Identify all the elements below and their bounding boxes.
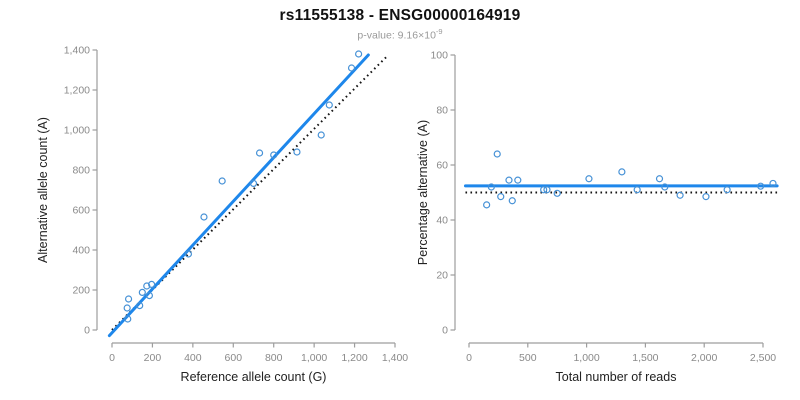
scatter-point xyxy=(136,302,144,310)
scatter-point xyxy=(769,179,777,188)
x-tick-label: 1,500 xyxy=(632,352,658,364)
scatter-point xyxy=(124,315,132,323)
scatter-point xyxy=(123,304,131,312)
y-tick-label: 60 xyxy=(436,160,448,172)
pvalue-exponent: -9 xyxy=(435,27,443,36)
x-tick-label: 1,000 xyxy=(573,352,599,364)
scatter-point xyxy=(540,186,548,194)
y-tick-label: 200 xyxy=(72,285,90,297)
scatter-point xyxy=(585,175,593,183)
scatter-point xyxy=(317,131,325,139)
scatter-point xyxy=(143,282,151,290)
scatter-point xyxy=(497,193,505,201)
scatter-point xyxy=(347,64,356,72)
y-tick-label: 0 xyxy=(84,325,90,337)
scatter-point xyxy=(138,288,146,296)
x-tick-label: 0 xyxy=(109,352,115,364)
scatter-point xyxy=(514,176,522,184)
y-tick-label: 0 xyxy=(442,325,448,337)
x-tick-label: 1,400 xyxy=(382,352,408,364)
scatter-point xyxy=(255,149,264,157)
x-tick-label: 600 xyxy=(225,352,243,364)
scatter-point xyxy=(184,250,193,258)
x-tick-label: 500 xyxy=(519,352,537,364)
right-scatter-plot: 0 20 40 60 80 100 0 500 1,000 1,500 2,000 2,500 Tota… xyxy=(416,50,779,384)
scatter-point xyxy=(145,292,153,300)
scatter-point xyxy=(757,182,765,190)
scatter-point xyxy=(655,175,664,183)
y-tick-label: 80 xyxy=(436,105,448,117)
scatter-point xyxy=(124,295,133,303)
scatter-point xyxy=(723,186,731,194)
scatter-point xyxy=(355,50,363,58)
figure-subtitle: p-value: 9.16×10-9 xyxy=(0,27,800,42)
scatter-point xyxy=(293,148,301,156)
x-tick-label: 1,200 xyxy=(341,352,367,364)
x-tick-label: 1,000 xyxy=(301,352,327,364)
pvalue-text: p-value: 9.16×10 xyxy=(357,29,436,42)
scatter-point xyxy=(633,186,641,194)
y-tick-label: 1,200 xyxy=(64,85,90,97)
scatter-point xyxy=(270,151,278,159)
scatter-point xyxy=(661,183,669,191)
x-tick-label: 2,000 xyxy=(691,352,717,364)
figure-title: rs11555138 - ENSG00000164919 xyxy=(279,7,521,24)
x-tick-label: 400 xyxy=(184,352,202,364)
x-tick-label: 2,500 xyxy=(750,352,776,364)
y-tick-label: 600 xyxy=(72,205,90,217)
left-scatter-plot: 0 200 400 600 800 1,000 1,200 1,400 0 200 400 600 80… xyxy=(36,45,408,384)
scatter-point xyxy=(325,101,333,109)
y-tick-label: 100 xyxy=(430,50,448,62)
scatter-point xyxy=(553,189,561,197)
x-tick-label: 0 xyxy=(466,352,472,364)
scatter-point xyxy=(505,176,513,184)
scatter-point xyxy=(200,213,208,221)
scatter-point xyxy=(483,201,491,209)
x-tick-label: 800 xyxy=(265,352,283,364)
scatter-point xyxy=(702,193,710,201)
scatter-point xyxy=(543,186,551,194)
y-tick-label: 1,000 xyxy=(64,125,90,137)
scatter-point xyxy=(676,191,684,199)
scatter-point xyxy=(618,168,626,176)
regression-line xyxy=(107,53,370,338)
y-axis-title: Alternative allele count (A) xyxy=(36,117,50,263)
x-tick-label: 200 xyxy=(144,352,162,364)
x-axis-title: Reference allele count (G) xyxy=(181,370,327,384)
scatter-point xyxy=(218,177,226,185)
y-tick-label: 40 xyxy=(436,215,448,227)
scatter-point xyxy=(493,150,501,158)
x-axis-title: Total number of reads xyxy=(556,370,677,384)
y-tick-label: 800 xyxy=(72,165,90,177)
y-axis-title: Percentage alternative (A) xyxy=(416,120,430,265)
scatter-point xyxy=(487,183,495,191)
scatter-point xyxy=(508,197,516,205)
scatter-point xyxy=(148,280,156,288)
y-tick-label: 400 xyxy=(72,245,90,257)
y-tick-label: 1,400 xyxy=(64,45,90,57)
scatter-point xyxy=(249,179,258,187)
y-tick-label: 20 xyxy=(436,270,448,282)
